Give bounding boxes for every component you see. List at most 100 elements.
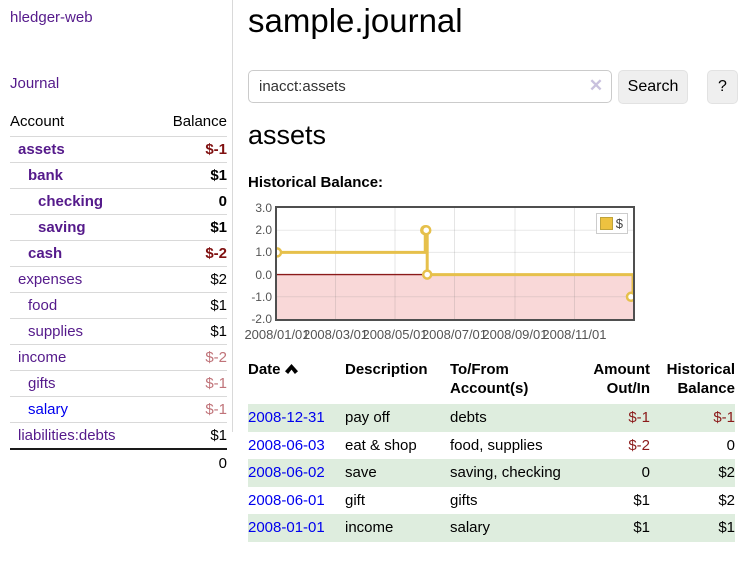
account-link[interactable]: bank xyxy=(28,167,64,184)
amount-column-header: Amount Out/In xyxy=(593,361,650,398)
account-row: supplies $1 xyxy=(10,318,227,345)
chart-legend: $ xyxy=(595,213,628,234)
page-title: sample.journal xyxy=(248,2,463,39)
account-balance: $1 xyxy=(153,292,227,319)
register-description-cell: gift xyxy=(345,491,366,509)
register-amount-cell: 0 xyxy=(641,464,650,482)
historical-balance-chart: $ 3.0 2.0 1.0 0.0 -1.0 -2.0 2008/01/01 2008/03… xyxy=(244,0,740,342)
register-balance-cell: $2 xyxy=(718,491,735,509)
register-description-cell: save xyxy=(345,464,377,482)
register-row: 2008-01-01 income salary $1 $1 xyxy=(248,514,735,542)
register-date-cell: 2008-06-03 xyxy=(248,432,345,460)
account-link[interactable]: gifts xyxy=(28,375,56,392)
register-accounts-cell: saving, checking xyxy=(450,464,561,482)
transaction-date-link[interactable]: 2008-01-01 xyxy=(248,519,325,537)
account-row: expenses $2 xyxy=(10,266,227,293)
account-balance: $1 xyxy=(153,162,227,189)
register-accounts-cell: debts xyxy=(450,409,487,427)
account-balance: $-1 xyxy=(153,396,227,423)
account-row: checking 0 xyxy=(10,188,227,215)
register-description-cell: income xyxy=(345,519,394,537)
legend-swatch-icon xyxy=(599,217,613,230)
account-heading: assets xyxy=(248,120,327,150)
account-balance: $1 xyxy=(153,422,227,449)
help-button[interactable]: ? xyxy=(707,70,738,104)
app-brand-link[interactable]: hledger-web xyxy=(10,9,93,26)
account-balance: $1 xyxy=(153,318,227,345)
search-input[interactable] xyxy=(248,70,612,103)
account-link[interactable]: assets xyxy=(18,141,65,158)
total-row: 0 xyxy=(10,448,227,477)
account-balance: $2 xyxy=(153,266,227,293)
x-axis-tick-label: 2008/11/01 xyxy=(542,327,607,342)
description-column-header: Description xyxy=(345,361,428,378)
search-form: ✕ Search ? xyxy=(248,70,740,104)
account-balance: $-1 xyxy=(153,136,227,163)
account-row: assets $-1 xyxy=(10,136,227,163)
x-axis-tick-label: 2008/07/01 xyxy=(421,327,488,342)
search-button[interactable]: Search xyxy=(618,70,688,104)
account-row: cash $-2 xyxy=(10,240,227,267)
register-date-cell: 2008-06-01 xyxy=(248,487,345,515)
register-accounts-cell: food, supplies xyxy=(450,436,543,454)
account-link[interactable]: food xyxy=(28,297,58,314)
register-row: 2008-06-01 gift gifts $1 $2 xyxy=(248,487,735,515)
account-link[interactable]: checking xyxy=(38,193,104,210)
x-axis-tick-label: 2008/09/01 xyxy=(482,327,548,342)
register-row: 2008-06-02 save saving, checking 0 $2 xyxy=(248,459,735,487)
account-row: income $-2 xyxy=(10,344,227,371)
register-description-cell: eat & shop xyxy=(345,436,417,454)
account-link[interactable]: supplies xyxy=(28,323,84,340)
account-balance-table: Account Balance assets $-1 bank $1 checking 0… xyxy=(10,109,227,477)
date-column-header[interactable]: Date xyxy=(248,358,345,404)
account-link[interactable]: salary xyxy=(28,401,69,418)
account-link[interactable]: income xyxy=(18,349,67,366)
register-amount-cell: $-2 xyxy=(628,436,650,454)
x-axis-tick-label: 2008/05/01 xyxy=(362,327,428,342)
sidebar-item-journal[interactable]: Journal xyxy=(10,75,60,92)
register-balance-cell: $1 xyxy=(718,519,735,537)
register-description-cell: pay off xyxy=(345,409,390,427)
account-row: salary $-1 xyxy=(10,396,227,423)
account-balance: 0 xyxy=(153,188,227,215)
account-balance: $1 xyxy=(153,214,227,241)
account-balance: $-2 xyxy=(153,240,227,267)
register-header-row: Date Description To/From Account(s) Amou… xyxy=(248,358,735,404)
register-table: Date Description To/From Account(s) Amou… xyxy=(248,358,735,542)
transaction-date-link[interactable]: 2008-06-02 xyxy=(248,464,325,482)
register-balance-cell: $-1 xyxy=(713,409,735,427)
total-balance: 0 xyxy=(153,448,227,477)
account-balance: $-1 xyxy=(153,370,227,397)
y-axis-tick-label: 2.0 xyxy=(255,223,272,238)
transaction-date-link[interactable]: 2008-12-31 xyxy=(248,409,325,427)
chart-plot-area[interactable]: $ xyxy=(275,206,635,321)
y-axis-tick-label: -2.0 xyxy=(251,312,272,326)
clear-search-icon[interactable]: ✕ xyxy=(588,76,604,95)
register-date-cell: 2008-06-02 xyxy=(248,459,345,487)
x-axis-tick-label: 2008/03/01 xyxy=(302,327,369,342)
sidebar: hledger-web Journal Account Balance asse… xyxy=(10,0,227,477)
y-axis-tick-label: 3.0 xyxy=(255,201,272,215)
register-amount-cell: $-1 xyxy=(628,409,650,427)
y-axis-tick-label: -1.0 xyxy=(251,289,272,304)
register-amount-cell: $1 xyxy=(633,519,650,537)
register-table-body: 2008-12-31 pay off debts $-1 $-1 2008-06-03 ea… xyxy=(248,404,735,542)
register-row: 2008-12-31 pay off debts $-1 $-1 xyxy=(248,404,735,432)
legend-label: $ xyxy=(615,216,623,231)
chart-heading: Historical Balance: xyxy=(248,174,384,191)
account-link[interactable]: liabilities:debts xyxy=(18,427,116,444)
account-row: gifts $-1 xyxy=(10,370,227,397)
transaction-date-link[interactable]: 2008-06-03 xyxy=(248,436,325,454)
account-link[interactable]: expenses xyxy=(18,271,83,288)
transaction-date-link[interactable]: 2008-06-01 xyxy=(248,491,325,509)
account-link[interactable]: cash xyxy=(28,245,63,262)
register-date-cell: 2008-12-31 xyxy=(248,404,345,432)
register-date-cell: 2008-01-01 xyxy=(248,514,345,542)
sidebar-divider xyxy=(232,0,233,432)
account-link[interactable]: saving xyxy=(38,219,86,236)
account-row: food $1 xyxy=(10,292,227,319)
register-accounts-cell: salary xyxy=(450,519,491,537)
account-row: liabilities:debts $1 xyxy=(10,422,227,449)
register-balance-cell: 0 xyxy=(726,436,735,454)
main-panel: sample.journal ✕ Search ? assets Histori… xyxy=(244,0,740,582)
